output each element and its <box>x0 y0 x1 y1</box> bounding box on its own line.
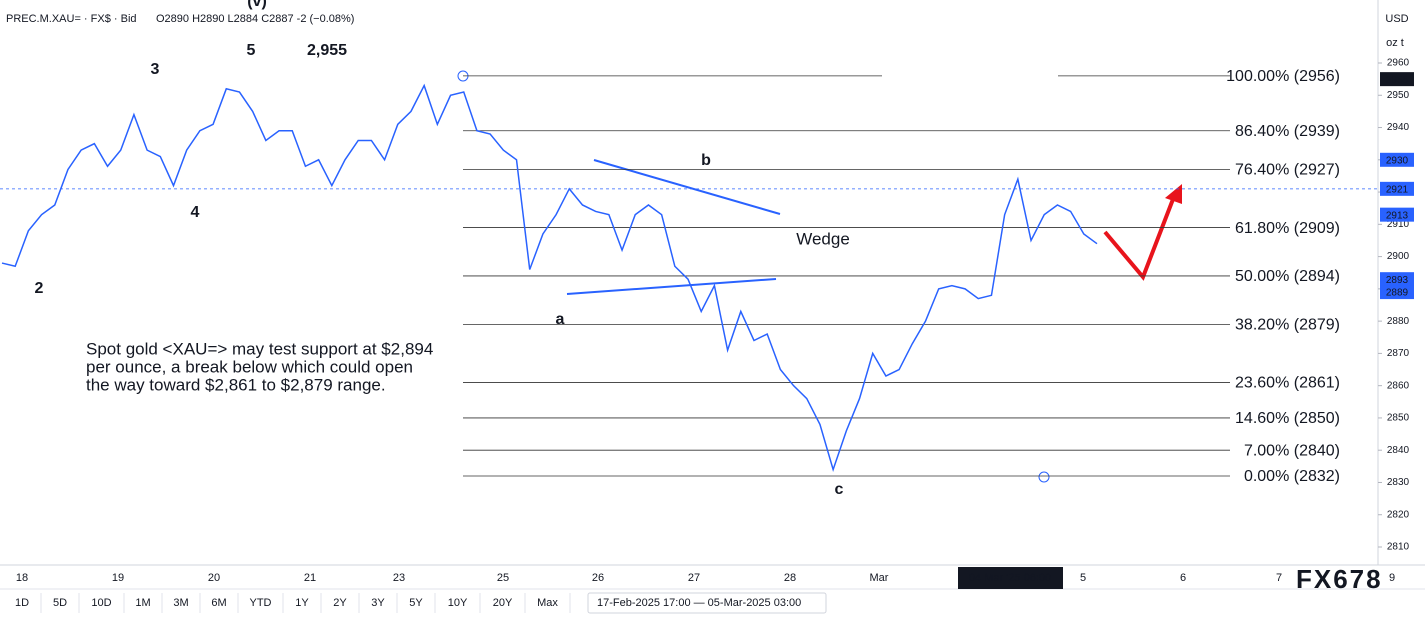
y-tick-label: 2850 <box>1387 413 1410 424</box>
range-button[interactable]: 1M <box>135 597 150 609</box>
x-tick-label: 20 <box>208 572 220 584</box>
fib-label: 76.40% (2927) <box>1235 162 1340 179</box>
fib-label: 86.40% (2939) <box>1235 123 1340 140</box>
y-tick-label: 2950 <box>1387 90 1410 101</box>
range-button[interactable]: 5Y <box>409 597 423 609</box>
price-tag-label: 2921 <box>1386 184 1409 195</box>
currency[interactable]: USD <box>1385 13 1408 25</box>
price-tag-label: 2955 <box>1386 75 1409 86</box>
fib-label: 0.00% (2832) <box>1244 468 1340 485</box>
price-tag <box>1380 152 1414 167</box>
x-tick-label: 04 Mar '25 06:00 <box>969 572 1051 584</box>
fib-label: 23.60% (2861) <box>1235 375 1340 392</box>
range-button[interactable]: 3Y <box>371 597 385 609</box>
x-tick-label: 9 <box>1389 572 1395 584</box>
range-button[interactable]: 2Y <box>333 597 347 609</box>
wave-label: 2 <box>35 280 44 297</box>
wave-label: 2,955 <box>307 42 347 59</box>
y-tick-label: 2870 <box>1387 348 1410 359</box>
y-tick-label: 2880 <box>1387 316 1410 327</box>
y-tick-label: 2940 <box>1387 122 1410 133</box>
range-button[interactable]: 10D <box>91 597 111 609</box>
range-button[interactable]: 3M <box>173 597 188 609</box>
wedge-line <box>593 159 781 215</box>
range-button[interactable]: YTD <box>250 597 272 609</box>
price-tag <box>1380 181 1414 196</box>
wave-label: c <box>835 481 844 498</box>
unit[interactable]: oz t <box>1386 37 1404 49</box>
x-tick-label: 21 <box>304 572 316 584</box>
wave-label: 5 <box>247 42 256 59</box>
wave-label: 3 <box>151 61 160 78</box>
fib-label: 14.60% (2850) <box>1235 410 1340 427</box>
wave-label: 4 <box>191 204 200 221</box>
x-tick-label: 6 <box>1180 572 1186 584</box>
range-button[interactable]: Max <box>537 597 558 609</box>
price-tag <box>1380 285 1414 300</box>
range-button[interactable]: 5D <box>53 597 67 609</box>
fib-label: 100.00% (2956) <box>1226 68 1340 85</box>
range-button[interactable]: 1Y <box>295 597 309 609</box>
y-tick-label: 2840 <box>1387 445 1410 456</box>
y-tick-label: 2830 <box>1387 477 1410 488</box>
x-tick-label: Mar <box>870 572 889 584</box>
y-tick-label: 2820 <box>1387 509 1410 520</box>
x-tick-label: 27 <box>688 572 700 584</box>
ohlc: O2890 H2890 L2884 C2887 -2 (−0.08%) <box>156 13 354 25</box>
y-tick-label: 2910 <box>1387 219 1410 230</box>
fib-label: 7.00% (2840) <box>1244 442 1340 459</box>
y-tick-label: 2810 <box>1387 542 1410 553</box>
x-tick-label: 25 <box>497 572 509 584</box>
fib-label: 50.00% (2894) <box>1235 268 1340 285</box>
price-tag-label: 2893 <box>1386 275 1409 286</box>
range-button[interactable]: 10Y <box>448 597 468 609</box>
range-button[interactable]: 20Y <box>493 597 513 609</box>
x-tick-label: 7 <box>1276 572 1282 584</box>
wave-label: (v) <box>247 0 267 10</box>
wave-label: Wedge <box>796 229 850 248</box>
date-range: 17-Feb-2025 17:00 — 05-Mar-2025 03:00 <box>597 597 801 609</box>
y-tick-label: 2960 <box>1387 58 1410 69</box>
wave-label: a <box>556 311 565 328</box>
price-tag-label: 2930 <box>1386 155 1409 166</box>
x-tick-label: 5 <box>1080 572 1086 584</box>
price-tag <box>1380 272 1414 287</box>
price-tag <box>1380 72 1414 87</box>
x-tick-label: 19 <box>112 572 124 584</box>
x-tick-label: 26 <box>592 572 604 584</box>
price-tag-label: 2913 <box>1386 210 1409 221</box>
price-line <box>1 83 1098 473</box>
symbol: PREC.M.XAU= · FX$ · Bid <box>6 13 137 25</box>
watermark: FX678 <box>1296 564 1383 594</box>
fib-label: 38.20% (2879) <box>1235 317 1340 334</box>
price-tag-label: 2889 <box>1386 288 1409 299</box>
x-tick-label: 23 <box>393 572 405 584</box>
wave-label: b <box>701 152 711 169</box>
range-button[interactable]: 6M <box>211 597 226 609</box>
annotation: the way toward $2,861 to $2,879 range. <box>86 375 386 394</box>
annotation: per ounce, a break below which could ope… <box>86 357 413 376</box>
forecast-arrow <box>1103 193 1177 281</box>
y-tick-label: 2900 <box>1387 251 1410 262</box>
fib-label: 61.80% (2909) <box>1235 220 1340 237</box>
y-tick-label: 2860 <box>1387 380 1410 391</box>
crosshair-time-box <box>958 567 1063 589</box>
date-range-box[interactable] <box>587 592 827 614</box>
annotation: Spot gold <XAU=> may test support at $2,… <box>86 339 433 358</box>
x-tick-label: 18 <box>16 572 28 584</box>
wedge-line <box>566 278 777 295</box>
price-tag <box>1380 207 1414 222</box>
range-button[interactable]: 1D <box>15 597 29 609</box>
fib-handle[interactable] <box>1038 471 1050 483</box>
x-tick-label: 28 <box>784 572 796 584</box>
